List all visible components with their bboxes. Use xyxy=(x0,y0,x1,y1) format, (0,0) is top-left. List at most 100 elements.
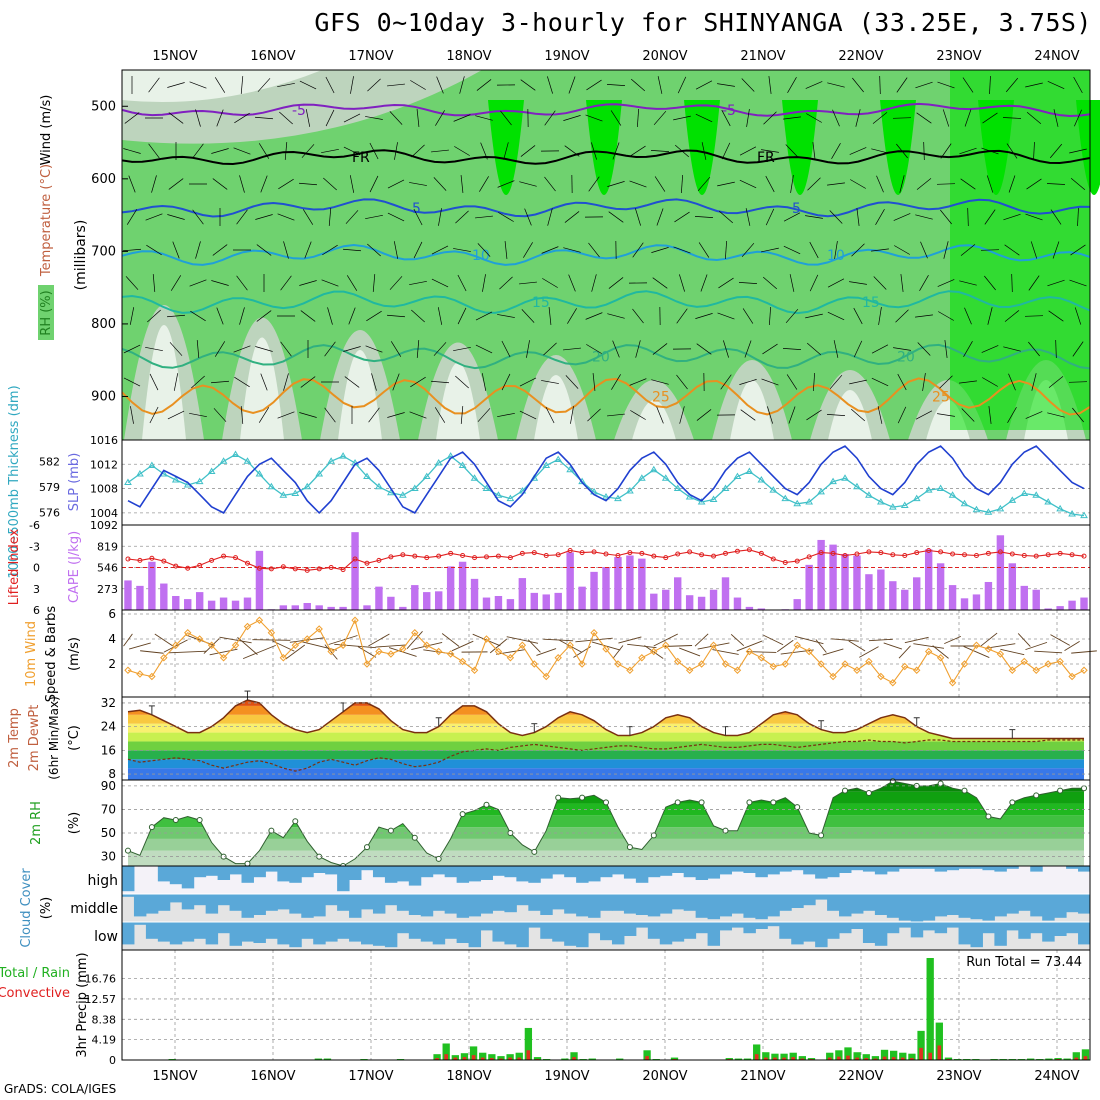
cloud-cell-middle xyxy=(600,894,613,911)
wind-barb xyxy=(809,274,819,292)
wind-barb xyxy=(257,78,271,92)
wind-barb xyxy=(543,638,574,642)
wind-barb xyxy=(1030,241,1038,259)
cloud-cell-low xyxy=(683,922,697,939)
wind-speed-point xyxy=(757,654,766,662)
lifted-index-point xyxy=(137,557,143,563)
wind-barb xyxy=(279,111,293,125)
wind-barb xyxy=(575,637,613,643)
cloud-cell-middle xyxy=(803,894,816,906)
rh-very-dry-zone xyxy=(122,70,322,102)
wind-barb xyxy=(1073,76,1083,94)
cape-bar xyxy=(411,585,419,610)
lifted-index-point xyxy=(304,567,310,573)
precip-convective-bar xyxy=(837,1056,841,1060)
lifted-index-point xyxy=(376,557,382,563)
cloud-cell-high xyxy=(994,866,1007,872)
wind-barb xyxy=(637,108,639,128)
precip-total-bar xyxy=(899,1052,907,1060)
wind-barb xyxy=(694,216,714,218)
precip-total-bar xyxy=(497,1056,505,1060)
cape-bar xyxy=(136,585,144,610)
wind-speed-point xyxy=(279,654,288,662)
lifted-index-point xyxy=(268,566,274,572)
wind-barb xyxy=(212,178,228,190)
wind-barb xyxy=(366,310,382,322)
cloud-cell-high xyxy=(480,866,493,880)
cloud-cell-middle xyxy=(755,894,768,920)
cape-bar xyxy=(399,606,407,610)
cape-bar xyxy=(1044,608,1052,610)
wind-speed-point xyxy=(411,629,419,637)
precip-convective-bar xyxy=(800,1058,805,1060)
wind-barb xyxy=(503,142,509,160)
wind-barb xyxy=(219,636,252,644)
wind-barb xyxy=(289,637,325,643)
cape-bar xyxy=(184,599,192,610)
rh-legend-label: RH (%) xyxy=(39,290,54,335)
cape-bar xyxy=(458,561,467,610)
wind-barb xyxy=(694,633,709,647)
temperature-legend-label: Temperature (°C) xyxy=(39,164,54,277)
wind-speed-point xyxy=(542,672,550,681)
wind-barb xyxy=(128,642,151,650)
cape-bar xyxy=(195,592,204,610)
cloud-cell-middle xyxy=(337,894,350,911)
cloud-cell-high xyxy=(683,866,697,878)
wind-barb xyxy=(718,210,734,224)
thickness-axis-label: 1000~500mb Thickness (dm) xyxy=(7,385,22,578)
wind-barb xyxy=(629,378,647,386)
cape-bar xyxy=(817,539,825,610)
cloud-cell-middle xyxy=(827,894,840,911)
lifted-index-point xyxy=(483,554,489,560)
precip-convective-bar xyxy=(526,1050,531,1060)
rh-axis-label-1: 2m RH xyxy=(29,801,44,845)
wind-barb xyxy=(783,245,801,255)
wind-speed-point xyxy=(566,641,574,649)
cape-bar xyxy=(554,592,562,610)
thickness-point xyxy=(817,487,825,495)
cloud-cell-middle xyxy=(982,894,995,921)
cape-bar xyxy=(984,581,993,610)
wind-barb xyxy=(151,175,157,193)
wind-barb xyxy=(762,343,778,355)
cloud-cell-low xyxy=(994,922,1007,946)
wind-barb xyxy=(960,244,976,256)
cloud-cell-high xyxy=(659,866,673,876)
lifted-index-point xyxy=(997,549,1003,555)
wind-barb xyxy=(299,412,317,418)
precip-total-bar xyxy=(570,1052,578,1060)
wind-speed-point xyxy=(924,647,933,656)
cloud-cell-middle xyxy=(910,894,924,922)
wind-barb xyxy=(822,648,844,656)
wind-barb xyxy=(879,75,881,95)
lifted-index-point xyxy=(1009,551,1015,557)
wind-barb xyxy=(459,76,465,94)
wind-speed-point xyxy=(578,660,586,668)
wind-barb xyxy=(1025,641,1048,651)
wind-barb xyxy=(389,276,403,290)
wind-barb xyxy=(365,116,383,120)
wind-barb xyxy=(169,342,183,356)
isotherm-label: 5 xyxy=(412,201,421,217)
pressure-axis-label: (millibars) xyxy=(73,220,89,291)
wind-barb xyxy=(769,306,771,326)
wind-barb xyxy=(350,76,354,94)
cloud-cell-low xyxy=(504,922,517,945)
date-label-bottom: 15NOV xyxy=(152,1069,197,1084)
wind-barb xyxy=(544,110,556,126)
precip-convective-bar xyxy=(763,1057,768,1060)
precip-convective-bar xyxy=(453,1057,458,1060)
wind-barb xyxy=(479,176,489,192)
wind-barb xyxy=(457,307,467,325)
wind-barb xyxy=(1006,143,1018,159)
cloud-cell-low xyxy=(229,922,243,946)
wind-barb xyxy=(357,646,377,658)
wind-barb xyxy=(962,77,974,93)
thickness-point xyxy=(626,487,634,494)
cloud-cell-middle xyxy=(217,894,231,906)
cape-bar xyxy=(590,571,598,610)
wind-speed-point xyxy=(1056,657,1064,666)
wind-barb xyxy=(563,347,581,351)
date-label-bottom: 22NOV xyxy=(838,1069,883,1084)
